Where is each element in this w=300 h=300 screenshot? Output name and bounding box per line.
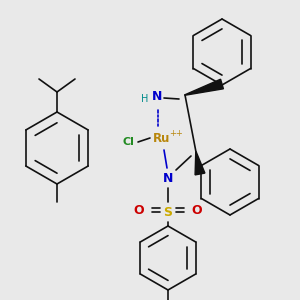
Polygon shape (195, 152, 205, 175)
Text: Cl: Cl (122, 137, 134, 147)
Polygon shape (185, 79, 224, 95)
Text: S: S (164, 206, 172, 218)
Text: Ru: Ru (153, 131, 171, 145)
Text: N: N (163, 172, 173, 184)
Text: O: O (192, 205, 202, 218)
Text: N: N (152, 91, 162, 103)
Text: H: H (141, 94, 149, 104)
Text: ++: ++ (169, 130, 183, 139)
Text: O: O (134, 205, 144, 218)
